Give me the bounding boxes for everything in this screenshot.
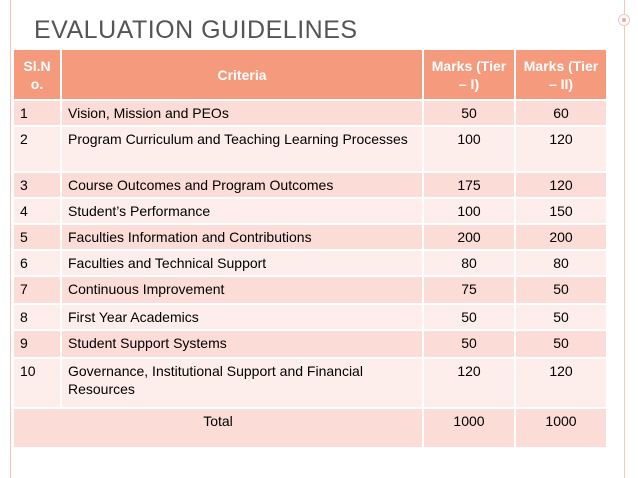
header-row: Sl.N o. Criteria Marks (Tier – I) Marks …: [14, 50, 608, 101]
row-tier2: 50: [515, 276, 608, 305]
row-tier2: 50: [515, 304, 608, 331]
decorative-circle: [618, 14, 630, 26]
row-sno: 9: [14, 330, 62, 359]
row-tier1: 75: [423, 276, 516, 305]
row-tier1: 50: [423, 330, 516, 359]
row-criteria: First Year Academics: [61, 304, 424, 331]
table-row: 4 Student’s Performance 100 150: [14, 198, 608, 225]
row-sno: 8: [14, 304, 62, 331]
row-tier1: 100: [423, 126, 516, 173]
table-row: 5 Faculties Information and Contribution…: [14, 224, 608, 251]
row-tier2: 150: [515, 198, 608, 225]
header-criteria: Criteria: [61, 50, 424, 101]
table-row: 2 Program Curriculum and Teaching Learni…: [14, 126, 608, 173]
row-tier1: 120: [423, 358, 516, 409]
row-tier2: 200: [515, 224, 608, 251]
header-tier1: Marks (Tier – I): [423, 50, 516, 101]
row-sno: 4: [14, 198, 62, 225]
row-sno: 2: [14, 126, 62, 173]
table-row: 1 Vision, Mission and PEOs 50 60: [14, 100, 608, 127]
row-tier1: 80: [423, 250, 516, 277]
row-sno: 1: [14, 100, 62, 127]
row-criteria: Vision, Mission and PEOs: [61, 100, 424, 127]
row-tier2: 120: [515, 172, 608, 199]
row-criteria: Continuous Improvement: [61, 276, 424, 305]
row-sno: 6: [14, 250, 62, 277]
row-tier2: 60: [515, 100, 608, 127]
total-row: Total 1000 1000: [14, 408, 608, 449]
row-criteria: Student Support Systems: [61, 330, 424, 359]
row-tier1: 50: [423, 304, 516, 331]
row-sno: 5: [14, 224, 62, 251]
table-row: 8 First Year Academics 50 50: [14, 304, 608, 331]
row-criteria: Student’s Performance: [61, 198, 424, 225]
row-sno: 10: [14, 358, 62, 409]
total-tier2: 1000: [515, 408, 608, 449]
row-criteria: Course Outcomes and Program Outcomes: [61, 172, 424, 199]
row-sno: 3: [14, 172, 62, 199]
row-criteria: Faculties and Technical Support: [61, 250, 424, 277]
left-border-line: [10, 0, 11, 478]
row-tier2: 120: [515, 126, 608, 173]
row-tier2: 50: [515, 330, 608, 359]
slide-title: EVALUATION GUIDELINES: [34, 16, 358, 44]
row-sno: 7: [14, 276, 62, 305]
evaluation-table: Sl.N o. Criteria Marks (Tier – I) Marks …: [14, 50, 608, 449]
row-criteria: Program Curriculum and Teaching Learning…: [61, 126, 424, 173]
row-tier1: 50: [423, 100, 516, 127]
table-row: 3 Course Outcomes and Program Outcomes 1…: [14, 172, 608, 199]
row-tier2: 80: [515, 250, 608, 277]
row-tier1: 200: [423, 224, 516, 251]
total-tier1: 1000: [423, 408, 516, 449]
right-border-line: [624, 0, 625, 478]
table-row: 10 Governance, Institutional Support and…: [14, 358, 608, 409]
table-row: 7 Continuous Improvement 75 50: [14, 276, 608, 305]
table-row: 9 Student Support Systems 50 50: [14, 330, 608, 359]
header-tier2: Marks (Tier – II): [515, 50, 608, 101]
header-sno: Sl.N o.: [14, 50, 62, 101]
row-criteria: Governance, Institutional Support and Fi…: [61, 358, 424, 409]
table-row: 6 Faculties and Technical Support 80 80: [14, 250, 608, 277]
row-criteria: Faculties Information and Contributions: [61, 224, 424, 251]
row-tier1: 175: [423, 172, 516, 199]
total-label: Total: [14, 408, 424, 449]
row-tier2: 120: [515, 358, 608, 409]
row-tier1: 100: [423, 198, 516, 225]
